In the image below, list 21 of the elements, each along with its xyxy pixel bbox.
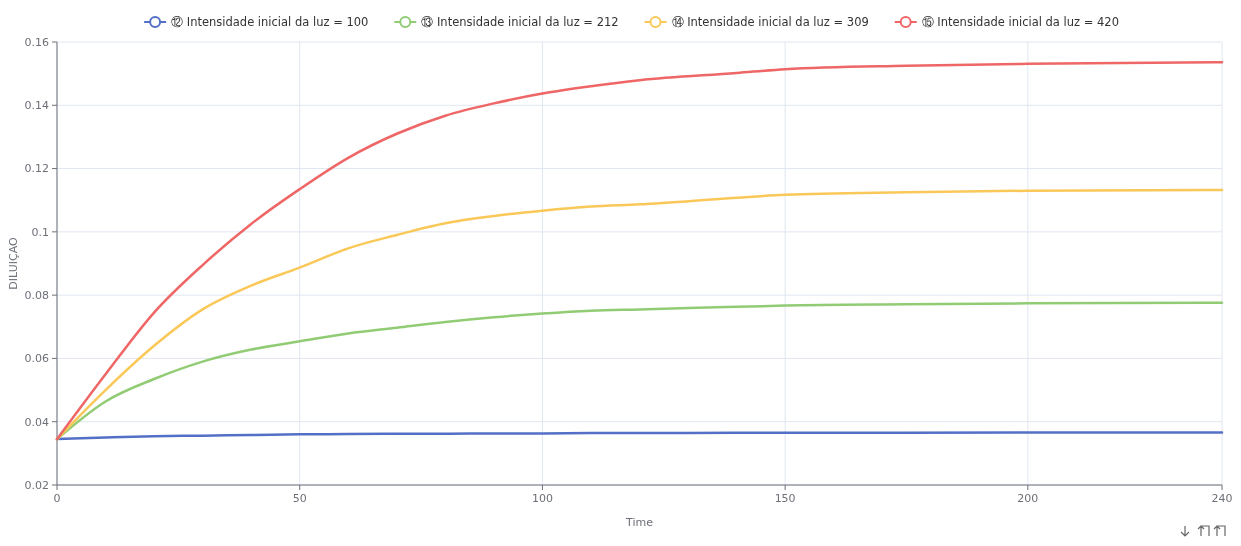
y-tick-label: 0.16 [24,35,49,49]
line-series [55,431,1224,441]
y-tick-label: 0.04 [24,415,49,429]
line-series [55,61,1224,441]
legend-label: ⑬ Intensidade inicial da luz = 212 [421,15,619,30]
legend-label: ⑮ Intensidade inicial da luz = 420 [921,15,1119,30]
x-tick-label: 0 [53,492,61,505]
x-tick-label: 200 [1017,492,1039,505]
x-tick-label: 240 [1211,492,1233,505]
x-tick-label: 50 [292,492,307,505]
y-tick-label: 0.08 [24,288,49,302]
x-axis-title: Time [625,516,654,529]
legend-label: ⑫ Intensidade inicial da luz = 100 [171,15,369,30]
y-tick-label: 0.02 [24,478,49,492]
y-tick-label: 0.06 [24,352,49,366]
x-tick-label: 100 [531,492,553,505]
legend-label: ⑭ Intensidade inicial da luz = 309 [671,15,869,30]
y-tick-label: 0.1 [31,225,49,239]
y-tick-label: 0.12 [24,162,49,176]
y-tick-label: 0.14 [24,99,49,113]
x-tick-label: 150 [774,492,796,505]
